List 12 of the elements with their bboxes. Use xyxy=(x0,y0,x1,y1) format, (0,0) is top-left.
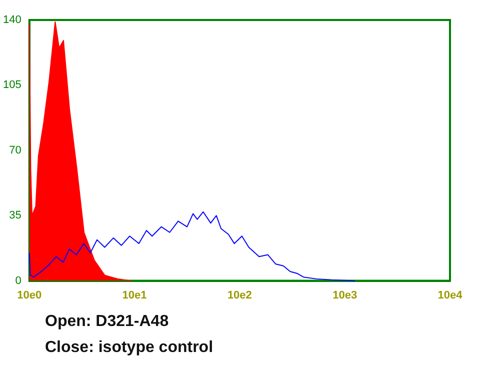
y-tick-label: 0 xyxy=(15,274,22,287)
y-tick-label: 35 xyxy=(9,210,22,222)
x-tick-label: 10e3 xyxy=(332,289,358,302)
y-tick-label: 140 xyxy=(2,14,22,26)
x-tick-label: 10e2 xyxy=(227,289,252,302)
x-tick-label: 10e0 xyxy=(17,289,42,302)
x-tick-label: 10e4 xyxy=(438,289,464,302)
text: Close: isotype control xyxy=(45,339,214,357)
y-tick-label: 105 xyxy=(2,79,22,92)
text: Open: D321-A48 xyxy=(45,313,170,331)
x-tick-label: 10e1 xyxy=(122,289,147,302)
y-tick-label: 70 xyxy=(9,144,22,156)
